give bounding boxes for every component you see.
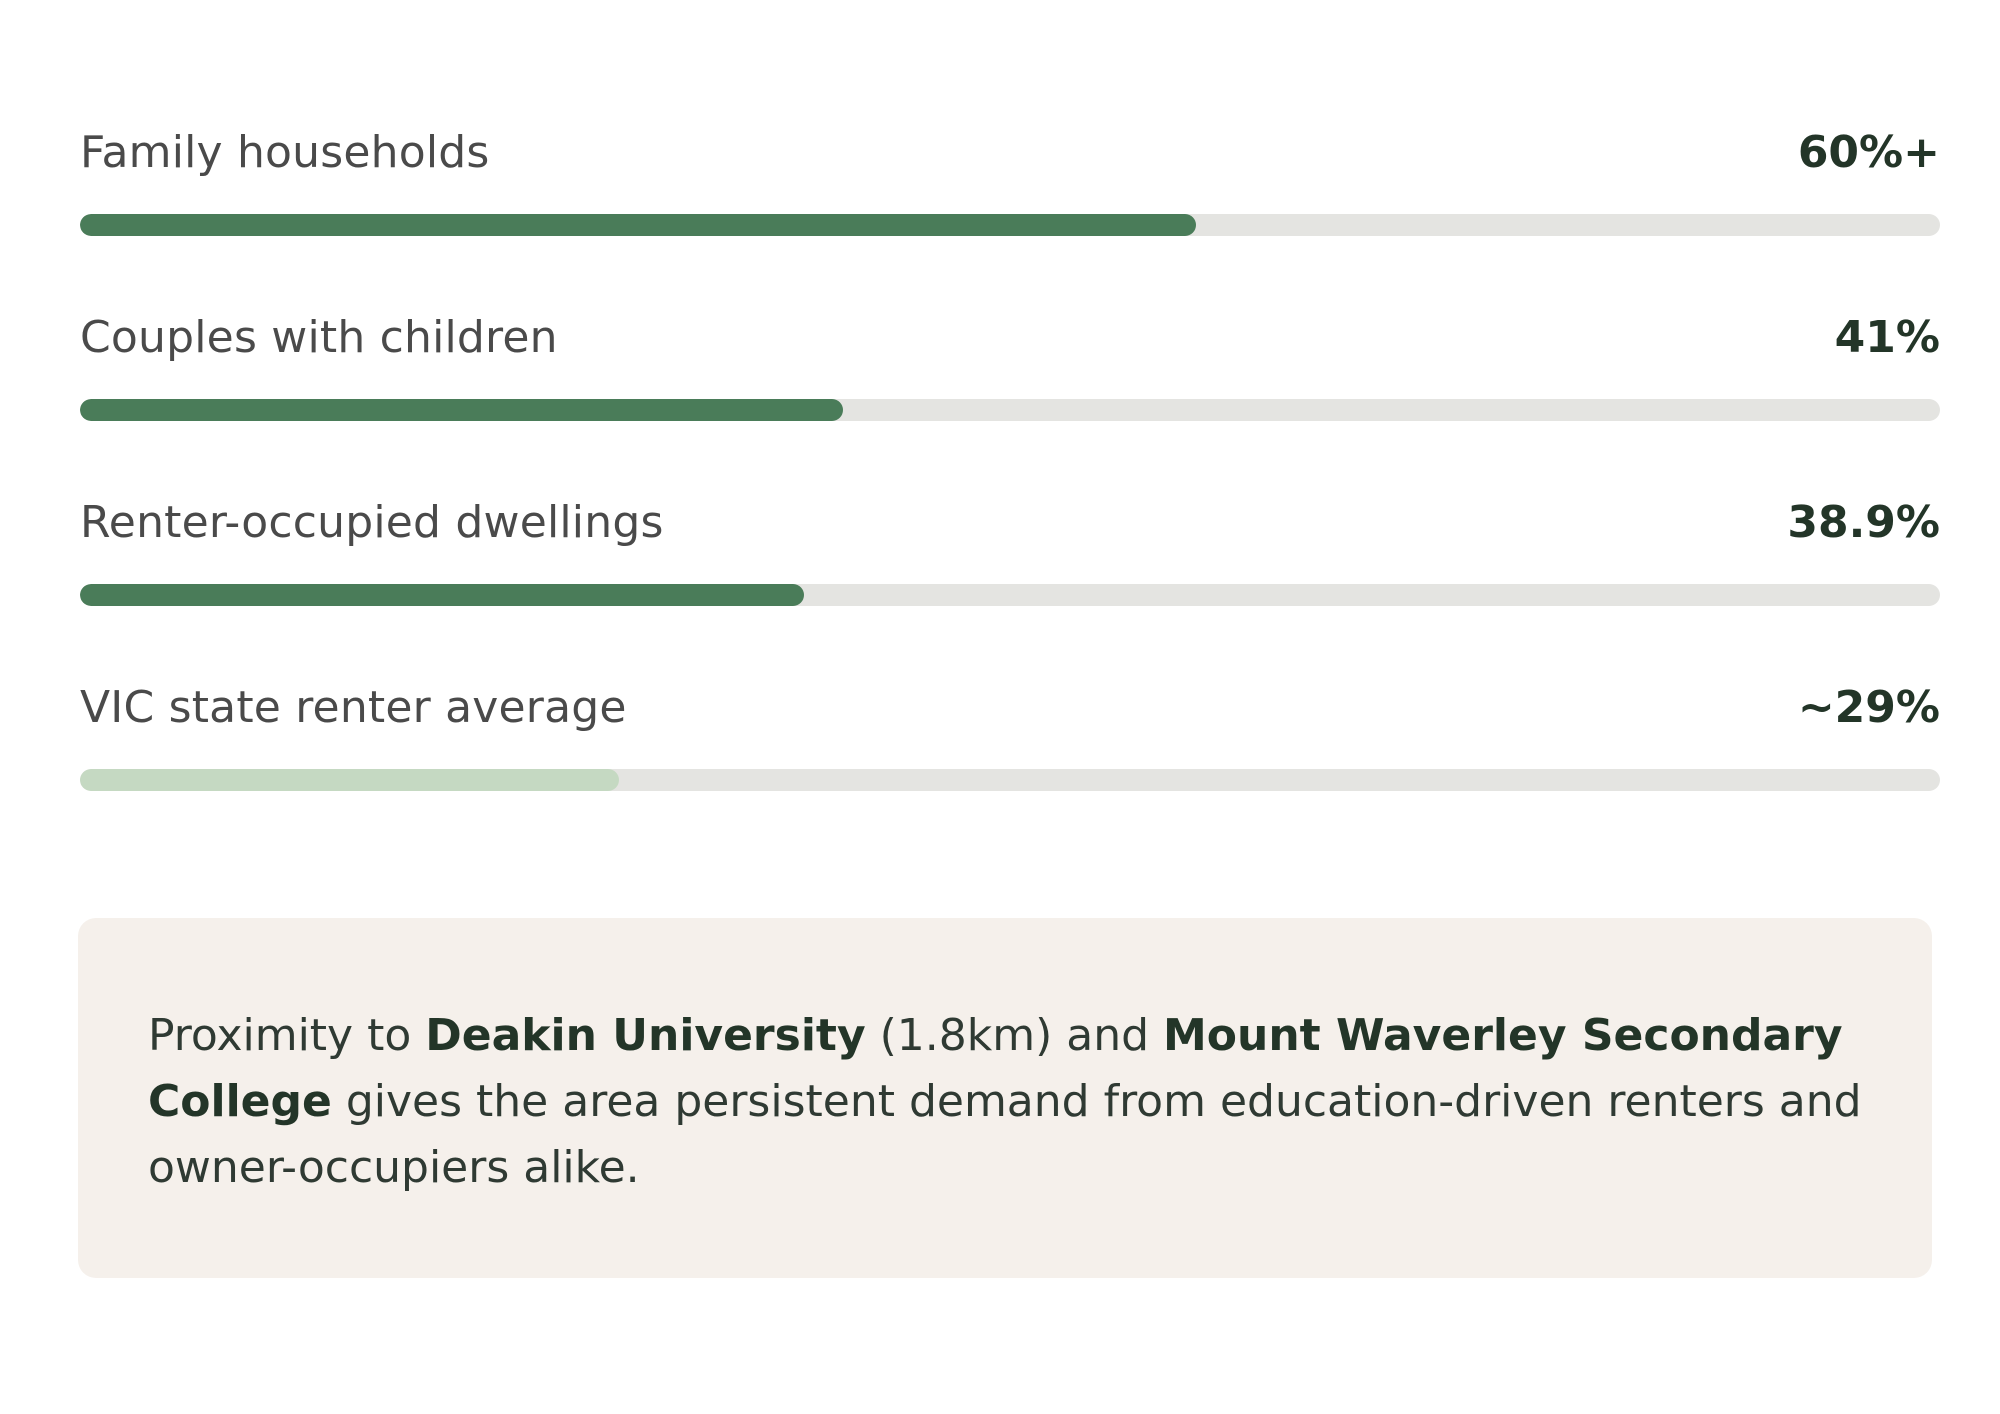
callout-text-part: gives the area persistent demand from ed… (148, 1076, 1862, 1193)
progress-track (80, 399, 1940, 421)
stat-value: 41% (1834, 311, 1940, 363)
progress-track (80, 769, 1940, 791)
callout-bold-school: Mount Waverley Secondary College (148, 1010, 1843, 1127)
callout-text: Proximity to Deakin University (1.8km) a… (148, 1003, 1864, 1201)
stat-family-households: Family households 60%+ (80, 120, 1940, 305)
callout-bold-deakin: Deakin University (425, 1010, 866, 1061)
stat-couples-with-children: Couples with children 41% (80, 305, 1940, 490)
stat-label: VIC state renter average (80, 681, 627, 733)
progress-fill (80, 399, 843, 421)
stat-label: Family households (80, 126, 490, 178)
progress-track (80, 214, 1940, 236)
progress-track (80, 584, 1940, 606)
stat-vic-state-renter-average: VIC state renter average ~29% (80, 675, 1940, 860)
callout-text-part: Proximity to (148, 1010, 426, 1061)
callout-text-part: (1.8km) and (865, 1010, 1164, 1061)
progress-fill (80, 584, 804, 606)
stat-value: ~29% (1797, 681, 1940, 733)
progress-fill (80, 214, 1196, 236)
info-callout: Proximity to Deakin University (1.8km) a… (78, 918, 1932, 1278)
household-stats: Family households 60%+ Couples with chil… (80, 120, 1940, 860)
stat-label: Renter-occupied dwellings (80, 496, 664, 548)
stat-renter-occupied-dwellings: Renter-occupied dwellings 38.9% (80, 490, 1940, 675)
progress-fill (80, 769, 620, 791)
stat-value: 60%+ (1797, 126, 1940, 178)
stat-value: 38.9% (1787, 496, 1940, 548)
stat-label: Couples with children (80, 311, 558, 363)
